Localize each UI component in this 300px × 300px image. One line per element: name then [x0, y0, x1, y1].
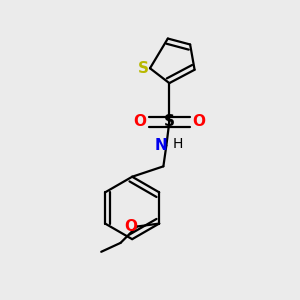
Text: O: O — [192, 114, 205, 129]
Text: O: O — [134, 114, 147, 129]
Text: S: S — [164, 114, 175, 129]
Text: S: S — [138, 61, 149, 76]
Text: N: N — [154, 138, 167, 153]
Text: H: H — [173, 137, 183, 151]
Text: O: O — [124, 219, 137, 234]
